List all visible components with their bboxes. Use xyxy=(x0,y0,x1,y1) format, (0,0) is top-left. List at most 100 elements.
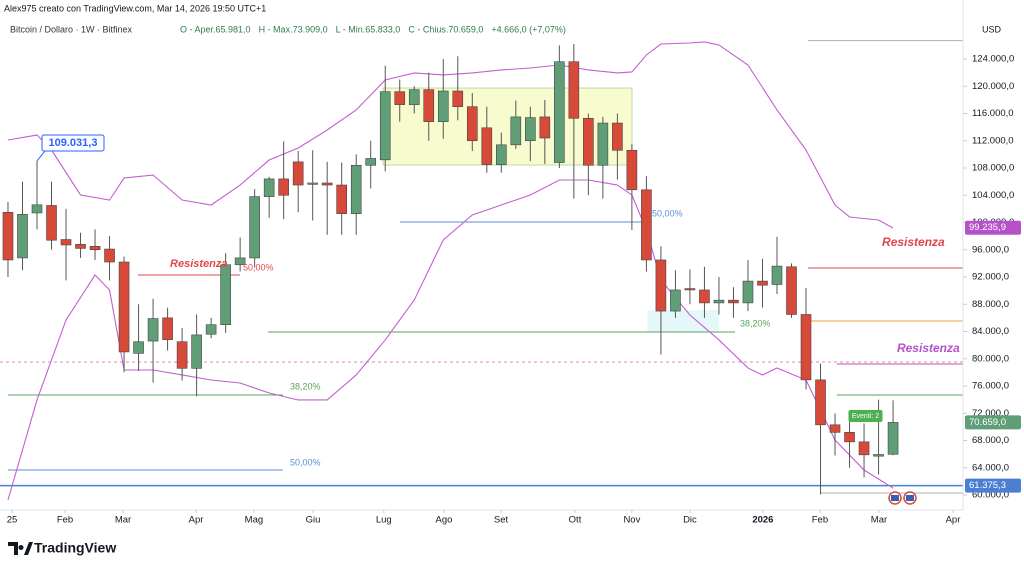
candle-body xyxy=(554,61,565,163)
candle-body xyxy=(466,106,478,142)
event-label: Eventi: 2 xyxy=(852,413,879,420)
candle-body xyxy=(481,127,493,165)
ohlc-value: C - Chius.70.659,0 xyxy=(408,24,483,34)
price-label: 70.659,0 xyxy=(969,417,1006,428)
annotation: Resistenza xyxy=(170,258,227,270)
candle-body xyxy=(263,178,275,197)
candle-body xyxy=(539,116,551,139)
annotation: Resistenza xyxy=(897,341,960,355)
price-label-box xyxy=(965,220,1021,235)
candle-body xyxy=(408,89,420,105)
x-tick-label: Ago xyxy=(436,515,453,526)
y-tick-label: 72.000,0 xyxy=(972,408,1009,419)
candle-body xyxy=(379,91,391,161)
x-tick-label: Feb xyxy=(57,515,73,526)
symbol: Bitcoin / Dollaro · 1W · Bitfinex xyxy=(10,24,133,34)
candle-body xyxy=(60,239,72,246)
candle-body xyxy=(307,182,318,185)
annotation: 38,20% xyxy=(740,318,771,328)
candle-body xyxy=(133,341,144,354)
y-tick-label: 96.000,0 xyxy=(972,244,1009,255)
x-tick-label: Giu xyxy=(306,515,321,526)
y-tick-label: 116.000,0 xyxy=(972,108,1014,119)
annotation: 50,00% xyxy=(243,262,274,272)
x-tick-label: Nov xyxy=(623,515,640,526)
candle-body xyxy=(510,116,522,146)
candle-body xyxy=(220,264,231,325)
callout-label: 109.031,3 xyxy=(49,137,98,149)
candle-body xyxy=(162,317,173,340)
candle-body xyxy=(742,280,754,304)
candle-body xyxy=(771,265,783,285)
candle-body xyxy=(858,441,870,456)
ohlc-value: O - Aper.65.981,0 xyxy=(180,24,251,34)
candle-body xyxy=(670,289,681,312)
candle-body xyxy=(844,432,855,443)
plot-area: Resistenza 50,00% 50,00% 38,20% 38,20% 50,00%… xyxy=(0,40,963,501)
logo xyxy=(8,542,33,555)
candle-body xyxy=(873,454,884,457)
candle-body xyxy=(887,422,899,455)
zone xyxy=(382,87,633,166)
candle-body xyxy=(278,178,289,196)
ohlc-value: H - Max.73.909,0 xyxy=(259,24,328,34)
candle-body xyxy=(525,117,536,142)
y-tick-label: 84.000,0 xyxy=(972,326,1009,337)
candle-body xyxy=(583,117,594,166)
candle-body xyxy=(2,211,14,261)
candle-body xyxy=(104,248,115,263)
y-tick-label: 108.000,0 xyxy=(972,163,1014,174)
y-tick-label: 80.000,0 xyxy=(972,353,1009,364)
candle-body xyxy=(437,90,449,122)
x-tick-label: 25 xyxy=(7,515,18,526)
candle-body xyxy=(496,144,507,165)
candle-body xyxy=(89,246,101,251)
candle-body xyxy=(728,299,739,304)
x-tick-label: Lug xyxy=(376,515,392,526)
currency: USD xyxy=(982,24,1002,34)
callout-pointer xyxy=(36,150,46,162)
candle-body xyxy=(292,161,304,186)
price-label-box xyxy=(965,478,1021,493)
candle-body xyxy=(394,91,406,105)
candle-body xyxy=(17,214,28,259)
candle-body xyxy=(800,314,812,381)
candle-body xyxy=(365,158,377,166)
candle-body xyxy=(205,324,217,335)
callout-box xyxy=(41,134,105,152)
candle-body xyxy=(452,90,464,107)
x-tick-label: Mar xyxy=(871,515,887,526)
header: Alex975 creato con TradingView.com, Mar … xyxy=(4,3,266,13)
candle-body xyxy=(176,341,188,369)
x-tick-label: 2026 xyxy=(752,515,773,526)
y-tick-label: 104.000,0 xyxy=(972,190,1014,201)
candle-body xyxy=(829,424,841,433)
ohlc-value: L - Min.65.833,0 xyxy=(336,24,401,34)
candle-body xyxy=(249,196,260,259)
y-tick-label: 60.000,0 xyxy=(972,490,1009,501)
price-label: 99.235,9 xyxy=(969,222,1006,233)
candle-body xyxy=(350,164,362,214)
y-tick-label: 112.000,0 xyxy=(972,135,1014,146)
brand: TradingView xyxy=(34,540,116,556)
candle-body xyxy=(118,261,130,353)
candle-body xyxy=(713,299,725,304)
candle-body xyxy=(641,189,652,261)
x-tick-label: Set xyxy=(494,515,509,526)
x-tick-label: Ott xyxy=(569,515,582,526)
candle-body xyxy=(423,89,435,122)
x-tick-label: Feb xyxy=(812,515,828,526)
price-label-box xyxy=(965,415,1021,430)
annotation: 50,00% xyxy=(290,457,321,467)
candle-body xyxy=(191,334,202,369)
candle-body xyxy=(815,379,826,426)
y-tick-label: 68.000,0 xyxy=(972,435,1009,446)
x-tick-label: Apr xyxy=(189,515,204,526)
candle-body xyxy=(31,204,43,214)
candle-body xyxy=(147,318,159,342)
candle-body xyxy=(336,184,348,214)
candle-body xyxy=(699,289,710,304)
event-badge xyxy=(848,410,883,423)
candle-body xyxy=(684,288,696,291)
